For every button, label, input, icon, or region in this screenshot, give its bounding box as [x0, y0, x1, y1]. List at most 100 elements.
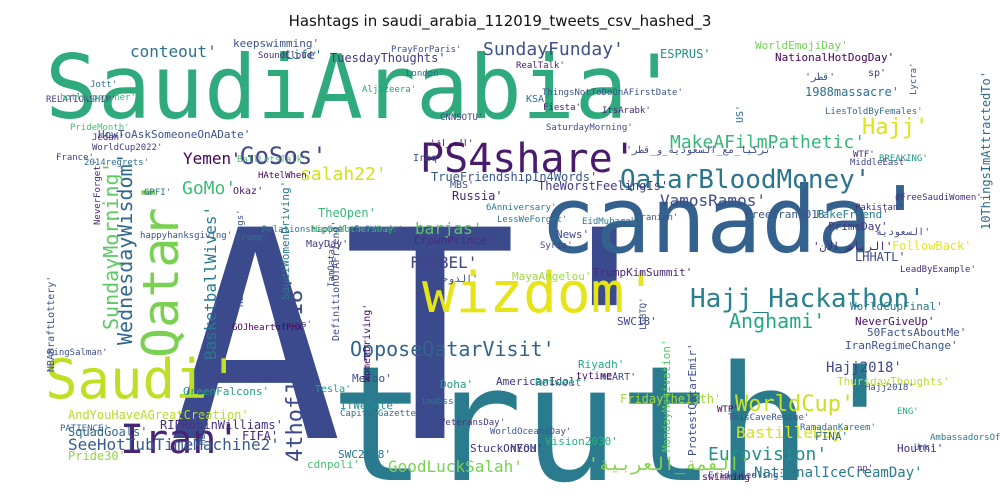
word-144: NeverForget' — [93, 160, 103, 225]
word-68: NeverGiveUp' — [855, 315, 934, 328]
word-146: MLBJK' — [198, 412, 208, 445]
word-100: France' — [56, 153, 94, 163]
word-23: Anghami' — [729, 309, 825, 333]
word-75: Doha' — [440, 378, 473, 391]
word-106: Jedah' — [92, 133, 125, 143]
word-94: US' — [735, 105, 746, 123]
word-25: VamosRamos' — [660, 191, 766, 210]
word-13: WednesdayWisdom' — [113, 152, 137, 345]
word-140: 2014regrets' — [84, 158, 149, 168]
word-18: Hajj' — [862, 115, 928, 140]
word-39: Pride30' — [68, 449, 126, 463]
word-72: FridayThe13th' — [620, 392, 721, 406]
word-148: HeavenlyBlessings' — [236, 209, 246, 307]
word-9: QatarBloodMoney' — [620, 165, 870, 195]
word-65: SWC18' — [617, 315, 657, 328]
word-150: WTF' — [853, 150, 875, 160]
word-70: WorldCupFinal' — [850, 300, 943, 313]
word-115: RealTalk' — [516, 61, 565, 71]
word-92: Okaz' — [233, 186, 263, 197]
word-37: AndYouHaveAGreatCreation' — [68, 408, 249, 422]
word-122: VeteransDay' — [440, 418, 505, 428]
word-49: HowToAskSomeoneOnADate' — [98, 128, 250, 141]
word-4: wizdom' — [422, 261, 658, 326]
word-89: GreenFalcons' — [183, 385, 269, 398]
word-84: FINA' — [815, 430, 848, 443]
word-125: WomenDriving' — [362, 304, 373, 382]
word-157: WTP' — [717, 405, 739, 415]
word-54: Russia' — [452, 189, 503, 203]
word-20: SeeHotTubTimeMachine2' — [68, 435, 280, 454]
word-58: News' — [556, 228, 589, 241]
word-36: RIPRobinWilliams' — [160, 418, 283, 432]
word-43: keepswimming' — [233, 37, 319, 50]
word-162: 'السعودية' — [870, 227, 930, 238]
word-28: FRABEL' — [410, 253, 477, 272]
word-33: BasketballWives' — [201, 206, 220, 360]
word-52: PrimeDay' — [828, 220, 888, 233]
word-161: #FreeSaudiWomen' — [895, 193, 982, 203]
word-132: ThisCaveRescue' — [728, 413, 809, 423]
word-139: WorldCup2022' — [92, 143, 162, 153]
word-151: Fiesta' — [543, 103, 581, 113]
word-3: canada' — [540, 167, 928, 274]
word-22: WorldCup' — [735, 392, 854, 417]
word-156: Unc' — [914, 443, 936, 453]
word-16: MakeAFilmPathetic' — [670, 132, 865, 153]
word-83: ProtestQatarEmir' — [686, 343, 699, 456]
word-56: TheOpen' — [318, 206, 376, 220]
word-99: London' — [406, 69, 444, 79]
word-45: ESPRUS' — [660, 47, 711, 61]
word-55: MBS' — [450, 180, 474, 191]
word-91: Iraq' — [413, 153, 443, 164]
word-110: CNNSOTU' — [440, 113, 483, 123]
word-79: Vision2030' — [545, 435, 618, 448]
word-164: 'تركيا_مع_السعودية_و_قطر' — [626, 145, 777, 156]
word-60: MayaAngelou' — [512, 270, 591, 283]
word-102: KingSalman' — [48, 348, 108, 358]
word-93: sp' — [868, 68, 886, 79]
word-47: NationalHotDogDay' — [775, 51, 894, 64]
word-59: CrownPrince' — [414, 234, 493, 247]
word-77: IfWeDate' — [340, 399, 400, 412]
word-138: HAtelWhen' — [258, 171, 312, 181]
word-31: Hajj2018' — [826, 360, 902, 376]
word-101: PATIENCE' — [60, 424, 109, 434]
word-51: FakeFriend' — [816, 208, 889, 221]
word-111: ENG' — [897, 407, 919, 417]
word-88: friendshipday' — [203, 369, 296, 382]
word-166: 'العراق' — [430, 139, 473, 149]
word-64: 10ThingsImAttractedTo' — [979, 71, 993, 230]
word-19: GoodLuckSalah' — [388, 457, 523, 476]
word-27: Yemen' — [183, 149, 241, 168]
word-163: 'الرياض_الآن' — [813, 240, 892, 253]
word-40: FIFA' — [242, 429, 278, 443]
word-107: Iranian' — [635, 213, 678, 223]
word-7: Iran' — [120, 417, 240, 463]
word-34: NationalIceCreamDay' — [754, 465, 923, 481]
word-134: DefinitionOfAFriend' — [331, 221, 342, 341]
word-167: 'قطر' — [805, 72, 835, 83]
word-145: GPFI' — [144, 188, 171, 198]
word-69: 50FactsAboutMe' — [867, 326, 966, 339]
word-154: LessWeForget' — [497, 215, 567, 225]
word-32: conteout' — [130, 42, 217, 61]
word-63: FollowBack' — [892, 239, 971, 253]
word-130: LiesToldByFemales' — [825, 107, 923, 117]
word-46: WorldEmojiDay' — [755, 39, 848, 52]
word-103: Trump' — [236, 233, 269, 243]
word-142: MiddleEast' — [850, 158, 910, 168]
word-98: RELATIONSHIP' — [46, 95, 116, 105]
word-109: Jott' — [90, 80, 117, 90]
word-67: Riyadh' — [578, 358, 624, 371]
word-95: KSA' — [526, 94, 550, 105]
word-133: RamadanKareem' — [800, 423, 876, 433]
word-30: BastilleDay' — [736, 423, 852, 442]
word-5: Saudi' — [45, 348, 240, 411]
word-57: MayDay' — [306, 239, 348, 250]
word-97: swimming' — [702, 472, 756, 483]
word-124: HappyMothersDay' — [312, 225, 399, 235]
word-86: Houthi' — [897, 442, 943, 455]
